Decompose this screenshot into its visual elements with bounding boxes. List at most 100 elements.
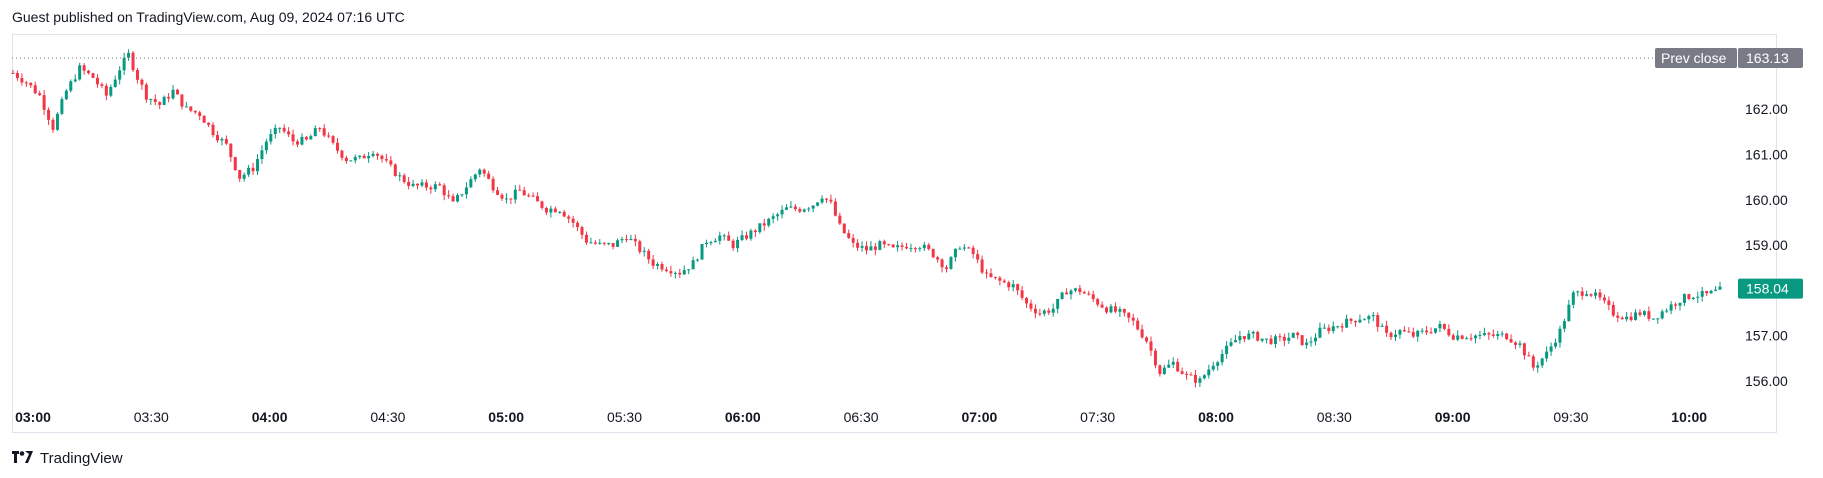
candle-body	[980, 259, 984, 273]
candle-body	[869, 246, 873, 251]
x-tick-label: 04:00	[252, 409, 288, 425]
candle-body	[985, 272, 989, 274]
candle-body	[193, 110, 197, 113]
candle-body	[624, 239, 628, 241]
candle-body	[118, 70, 122, 80]
candle-body	[1131, 317, 1135, 321]
candle-body	[598, 242, 602, 244]
candle-body	[1113, 306, 1117, 312]
candle-body	[642, 250, 646, 252]
candle-body	[1060, 292, 1064, 299]
candle-body	[860, 246, 864, 248]
candle-body	[878, 241, 882, 250]
candle-body	[469, 179, 473, 188]
candle-body	[1554, 342, 1558, 347]
candle-body	[104, 85, 108, 96]
candle-body	[1305, 342, 1309, 345]
candle-body	[1376, 315, 1380, 327]
candle-body	[1105, 307, 1109, 313]
candle-body	[540, 201, 544, 208]
candle-body	[522, 190, 526, 196]
candle-body	[1562, 321, 1566, 329]
candle-body	[780, 209, 784, 215]
candle-body	[300, 136, 304, 145]
candle-body	[784, 207, 788, 210]
candle-body	[1442, 323, 1446, 329]
candle-body	[1313, 337, 1317, 342]
candle-body	[1447, 328, 1451, 336]
candle-body	[184, 106, 188, 108]
candle-body	[1478, 334, 1482, 336]
candle-body	[1016, 284, 1020, 291]
candle-body	[1136, 320, 1140, 330]
candle-body	[909, 248, 913, 250]
candle-body	[198, 112, 202, 116]
candle-body	[1233, 340, 1237, 343]
candle-body	[1705, 290, 1709, 294]
candle-body	[407, 181, 411, 186]
candle-body	[1051, 308, 1055, 313]
candle-body	[353, 157, 357, 161]
candle-body	[833, 201, 837, 216]
candle-body	[696, 259, 700, 261]
candle-body	[633, 238, 637, 242]
candle-body	[1629, 316, 1633, 320]
candle-body	[660, 263, 664, 270]
candle-body	[1602, 297, 1606, 301]
candle-body	[1420, 330, 1424, 332]
candle-body	[589, 242, 593, 244]
candle-body	[162, 96, 166, 105]
candle-body	[1536, 365, 1540, 368]
x-tick-label: 07:30	[1080, 409, 1115, 425]
candle-body	[1207, 369, 1211, 376]
candle-body	[1642, 311, 1646, 316]
candle-body	[945, 267, 949, 269]
tradingview-brand[interactable]: TradingView	[40, 449, 123, 467]
candle-body	[402, 175, 406, 182]
candle-body	[1153, 350, 1157, 366]
candle-body	[967, 247, 971, 249]
candle-body	[1558, 328, 1562, 343]
candle-body	[856, 242, 860, 248]
candle-body	[1256, 331, 1260, 341]
candle-body	[180, 94, 184, 107]
candle-body	[304, 136, 308, 140]
tradingview-logo-icon[interactable]	[12, 449, 34, 467]
candle-body	[287, 131, 291, 135]
candle-body	[1193, 374, 1197, 383]
candle-body	[1198, 378, 1202, 383]
candle-body	[544, 207, 548, 213]
candle-body	[349, 160, 353, 162]
candle-body	[713, 240, 717, 243]
candle-body	[1682, 294, 1686, 303]
candle-body	[1580, 291, 1584, 296]
candle-body	[24, 82, 28, 84]
candle-body	[1411, 331, 1415, 337]
candle-body	[1242, 336, 1246, 340]
candle-body	[398, 175, 402, 177]
candle-body	[487, 173, 491, 179]
candle-body	[1229, 342, 1233, 346]
candle-body	[336, 142, 340, 151]
candle-body	[1078, 288, 1082, 293]
candle-body	[1149, 341, 1153, 351]
candle-body	[1047, 310, 1051, 313]
candle-body	[936, 257, 940, 260]
candle-body	[953, 248, 957, 258]
candle-body	[215, 135, 219, 141]
candle-body	[1500, 333, 1504, 335]
candle-body	[1531, 356, 1535, 368]
candle-body	[1251, 331, 1255, 334]
candle-body	[718, 235, 722, 241]
candle-body	[1069, 290, 1073, 295]
candle-body	[1260, 338, 1264, 341]
candle-body	[260, 150, 264, 160]
y-tick-label: 156.00	[1745, 373, 1788, 389]
candle-body	[38, 93, 42, 96]
candle-body	[1042, 310, 1046, 314]
candle-body	[1025, 297, 1029, 304]
chart-frame	[12, 34, 1777, 433]
candle-body	[1216, 362, 1220, 366]
candle-body	[1691, 297, 1695, 300]
